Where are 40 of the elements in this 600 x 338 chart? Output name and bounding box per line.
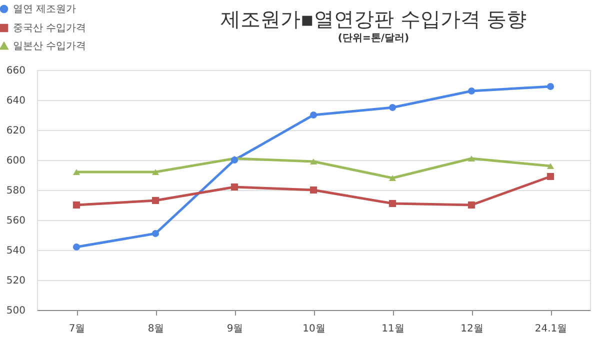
x-tick-label: 9월 (226, 324, 244, 334)
y-tick-label: 540 (6, 246, 26, 256)
y-tick-label: 640 (6, 96, 26, 106)
point (546, 82, 554, 90)
point (468, 201, 476, 209)
point (388, 174, 396, 182)
point (72, 201, 80, 209)
point (310, 111, 318, 119)
point (72, 243, 80, 251)
legend-label: 일본산 수입가격 (13, 41, 86, 52)
y-tick-label: 500 (6, 306, 26, 316)
legend-label: 중국산 수입가격 (13, 23, 86, 34)
x-tick-label: 11월 (382, 324, 404, 334)
y-tick-label: 660 (6, 66, 26, 76)
point (230, 183, 238, 191)
y-tick-label: 620 (6, 126, 26, 136)
y-tick-label: 580 (6, 186, 26, 196)
x-tick-label: 24.1월 (534, 324, 568, 334)
point (152, 196, 160, 204)
legend-label: 열연 제조원가 (13, 4, 76, 15)
chart-subtitle: (단위=톤/달러) (338, 33, 410, 44)
point (72, 168, 80, 176)
point (310, 186, 318, 194)
point (310, 158, 318, 165)
x-tick-label: 10월 (302, 324, 326, 334)
point (152, 230, 160, 238)
x-tick-label: 12월 (460, 324, 484, 334)
point (388, 200, 396, 208)
y-tick-label: 520 (6, 276, 26, 286)
point (468, 155, 476, 162)
point (152, 168, 160, 176)
point (546, 162, 554, 170)
x-tick-label: 8월 (148, 324, 164, 334)
point (546, 172, 554, 180)
y-tick-label: 600 (6, 156, 26, 166)
point (388, 104, 396, 112)
x-tick-label: 7월 (68, 324, 86, 334)
chart-title: 제조원가▪열연강판 수입가격 동향 (220, 7, 527, 31)
y-tick-label: 560 (6, 216, 26, 226)
point (468, 87, 476, 95)
